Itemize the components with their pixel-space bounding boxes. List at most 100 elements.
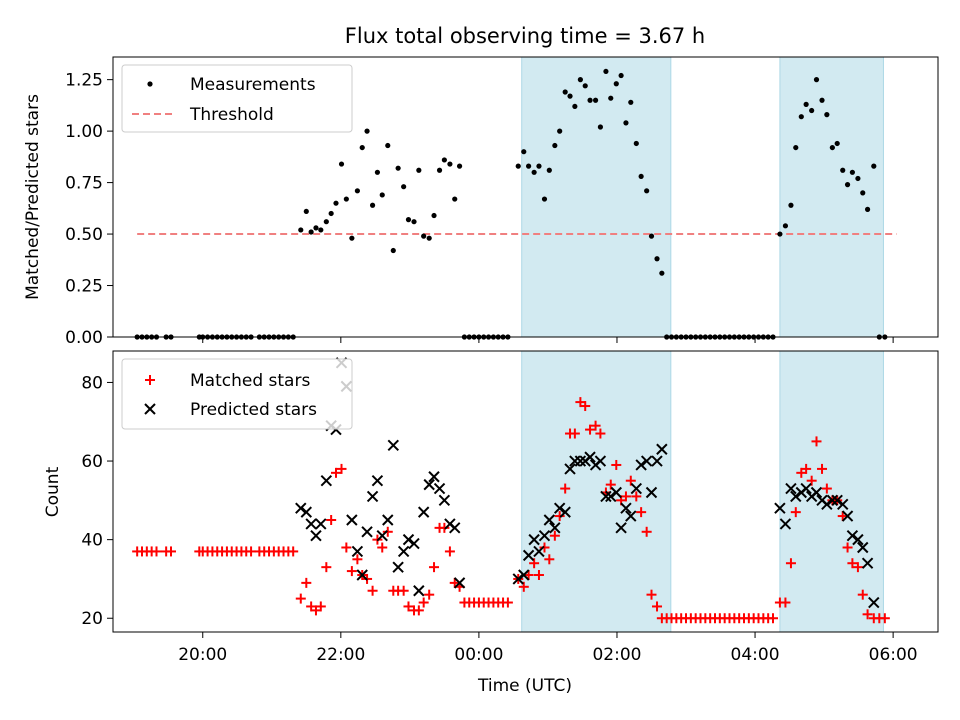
matched-star-point	[398, 585, 409, 596]
predicted-star-point	[397, 545, 410, 558]
measurement-point	[328, 210, 334, 217]
measurement-point	[416, 167, 422, 173]
x-tick-label: 00:00	[454, 645, 503, 665]
bottom-axes-frame	[112, 350, 939, 633]
predicted-legend-marker	[144, 403, 156, 415]
measurement-point	[526, 163, 532, 169]
matched-star-point	[862, 609, 873, 620]
measurement-point	[359, 144, 365, 151]
matched-star-point	[842, 542, 853, 553]
top-axes-frame	[112, 56, 939, 338]
predicted-star-point	[852, 533, 864, 546]
predicted-star-point	[417, 506, 430, 518]
predicted-star-point	[392, 561, 404, 573]
predicted-star-point	[320, 474, 333, 487]
measurement-point	[379, 192, 385, 198]
predicted-star-point	[433, 482, 446, 495]
measurement-point	[333, 200, 339, 206]
top-y-ticks: 0.00 0.25 0.50 0.75 1.00 1.25	[65, 71, 113, 348]
matched-star-point	[544, 554, 555, 565]
measurement-point	[298, 227, 304, 233]
matched-star-point	[801, 463, 812, 474]
predicted-star-point	[831, 494, 843, 507]
predicted-star-point	[533, 545, 545, 558]
measurement-point	[592, 97, 599, 103]
measurement-point	[369, 202, 376, 208]
measurement-point	[390, 247, 396, 254]
bottom-x-ticks: 20:00 22:00 00:00 02:00 04:00 06:00	[178, 632, 918, 665]
matched-star-point	[403, 601, 414, 612]
measurement-points	[134, 68, 888, 340]
predicted-star-point	[559, 506, 571, 518]
measurement-point	[659, 270, 665, 276]
matched-star-point	[595, 428, 606, 439]
matched-star-point	[377, 542, 388, 553]
matched-star-point	[382, 526, 393, 537]
predicted-star-point	[356, 569, 368, 581]
matched-star-point	[821, 483, 832, 494]
predicted-star-point	[512, 573, 524, 585]
measurement-point	[411, 219, 417, 225]
measurement-point	[582, 83, 588, 89]
measurements-legend-marker	[147, 81, 153, 87]
measurement-point	[864, 206, 871, 212]
matched-star-point	[429, 562, 440, 573]
predicted-star-point	[826, 494, 839, 507]
measurement-point	[531, 169, 537, 175]
predicted-star-point	[837, 498, 849, 510]
predicted-star-point	[408, 537, 420, 550]
matched-star-point	[165, 546, 176, 557]
shaded-interval-2	[779, 56, 884, 338]
matched-star-point	[790, 507, 801, 518]
measurement-point	[349, 235, 355, 241]
predicted-star-point	[310, 530, 322, 542]
measurement-point	[782, 223, 789, 229]
predicted-star-point	[574, 455, 587, 467]
matched-star-point	[837, 511, 848, 522]
measurement-point	[308, 229, 314, 235]
predicted-star-point	[428, 471, 440, 483]
measurement-point	[401, 184, 407, 190]
bottom-y-ticks: 20 40 60 80	[81, 373, 113, 629]
predicted-star-point	[635, 459, 647, 471]
bottom-y-axis-label: Count	[43, 466, 63, 517]
predicted-star-point	[549, 522, 561, 534]
predicted-star-point	[640, 455, 653, 467]
y-tick-label: 40	[81, 531, 103, 551]
matched-star-point	[646, 589, 657, 600]
measurement-point	[431, 212, 437, 219]
measurement-point	[385, 142, 391, 149]
predicted-star-point	[553, 502, 566, 514]
matched-star-point	[641, 526, 652, 537]
chart-title: Flux total observing time = 3.67 h	[345, 24, 705, 48]
measurement-point	[452, 196, 458, 202]
predicted-star-point	[620, 502, 632, 514]
measurement-point	[777, 231, 783, 237]
predicted-star-point	[413, 585, 425, 597]
matched-star-point	[631, 491, 642, 502]
predicted-star-point	[543, 514, 556, 526]
matched-star-point	[523, 570, 534, 581]
y-tick-label: 0.50	[65, 225, 103, 245]
measurement-point	[603, 68, 609, 75]
measurement-point	[803, 101, 809, 107]
predicted-star-point	[846, 530, 859, 542]
matched-star-point	[569, 428, 580, 439]
predicted-star-point	[453, 577, 466, 589]
measurement-point	[809, 107, 815, 114]
predicted-star-point	[810, 486, 823, 499]
matched-star-point	[620, 491, 631, 502]
matched-star-point	[336, 463, 347, 474]
matched-star-point	[418, 597, 429, 608]
matched-star-point	[288, 546, 299, 557]
matched-star-point	[806, 475, 817, 486]
predicted-star-point	[605, 490, 617, 503]
predicted-star-point	[376, 530, 388, 542]
matched-star-point	[352, 554, 363, 565]
matched-star-point	[315, 601, 326, 612]
measurement-point	[374, 169, 381, 175]
bottom-legend-box	[121, 358, 353, 430]
predicted-star-point	[857, 541, 869, 554]
matched-star-point	[560, 483, 571, 494]
